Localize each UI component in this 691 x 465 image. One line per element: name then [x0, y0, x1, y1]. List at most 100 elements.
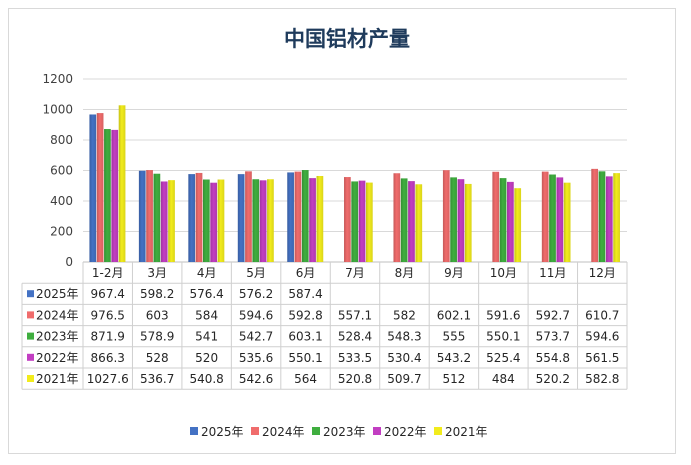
table-cell: 591.6 [486, 308, 520, 322]
table-cell: 512 [442, 372, 465, 386]
bar-2024年-4月 [195, 172, 203, 262]
table-cell: 509.7 [387, 372, 421, 386]
bar-2025年-6月 [287, 172, 294, 262]
bar-2025年-3月 [138, 170, 146, 262]
table-cell: 528.4 [338, 330, 372, 344]
table-cell: 557.1 [338, 308, 372, 322]
table-cell: 584 [195, 308, 218, 322]
bar-2021年-8月 [415, 184, 423, 262]
table-cell: 525.4 [486, 351, 520, 365]
table-cell: 592.7 [536, 308, 570, 322]
bar-2024年-9月 [442, 170, 450, 262]
bar-2024年-6月 [294, 171, 302, 262]
bar-2023年-7月 [351, 181, 359, 262]
category-label: 1-2月 [92, 266, 124, 280]
bar-2021年-12月 [613, 173, 620, 262]
bar-2023年-10月 [499, 178, 507, 262]
table-cell: 976.5 [91, 308, 125, 322]
table-cell: 576.2 [239, 287, 273, 301]
table-cell: 520 [195, 351, 218, 365]
bar-2022年-11月 [556, 177, 564, 262]
table-cell: 587.4 [288, 287, 322, 301]
bar-2022年-4月 [210, 182, 218, 262]
table-cell: 555 [442, 330, 465, 344]
y-tick-label: 800 [50, 133, 73, 147]
table-cell: 541 [195, 330, 218, 344]
category-label: 6月 [296, 266, 316, 280]
bar-2025年-4月 [188, 174, 196, 262]
table-cell: 548.3 [387, 330, 421, 344]
bar-2023年-6月 [301, 170, 309, 262]
table-legend-swatch-2023年 [27, 332, 34, 340]
table-cell: 520.8 [338, 372, 372, 386]
table-cell: 550.1 [486, 330, 520, 344]
bar-2022年-8月 [408, 181, 415, 262]
bar-2021年-6月 [316, 175, 324, 262]
table-cell: 542.6 [239, 372, 273, 386]
y-tick-label: 600 [50, 164, 73, 178]
y-tick-label: 1200 [42, 72, 73, 86]
legend-label: 2022年 [384, 425, 427, 439]
bar-2024年-1-2月 [96, 113, 104, 263]
table-cell: 871.9 [91, 330, 125, 344]
bar-2024年-5月 [245, 171, 252, 262]
bar-2024年-12月 [591, 168, 599, 262]
y-tick-label: 200 [50, 225, 73, 239]
table-series-name: 2025年 [36, 287, 79, 301]
bar-2021年-7月 [365, 182, 373, 262]
bar-2025年-5月 [237, 174, 245, 262]
table-cell: 598.2 [140, 287, 174, 301]
table-legend-swatch-2025年 [27, 290, 34, 298]
table-cell: 530.4 [387, 351, 421, 365]
legend-label: 2023年 [323, 425, 366, 439]
bar-2021年-10月 [514, 188, 522, 262]
table-cell: 540.8 [189, 372, 223, 386]
table-cell: 561.5 [585, 351, 619, 365]
table-cell: 535.6 [239, 351, 273, 365]
table-series-name: 2024年 [36, 308, 79, 322]
chart-title: 中国铝材产量 [284, 27, 410, 51]
table-cell: 602.1 [437, 308, 471, 322]
table-cell: 520.2 [536, 372, 570, 386]
bar-2022年-7月 [358, 180, 366, 262]
category-label: 3月 [147, 266, 167, 280]
table-cell: 484 [492, 372, 515, 386]
category-label: 7月 [345, 266, 365, 280]
bar-2021年-1-2月 [118, 105, 126, 262]
table-cell: 536.7 [140, 372, 174, 386]
bar-2023年-9月 [450, 177, 457, 262]
bar-2022年-3月 [160, 181, 168, 262]
table-cell: 967.4 [91, 287, 125, 301]
table-cell: 866.3 [91, 351, 125, 365]
table-cell: 533.5 [338, 351, 372, 365]
bar-2023年-8月 [400, 178, 408, 262]
bar-2024年-10月 [492, 171, 500, 262]
bar-2021年-3月 [168, 180, 175, 262]
bar-2022年-12月 [605, 176, 613, 262]
table-legend-swatch-2022年 [27, 353, 34, 361]
category-label: 5月 [246, 266, 266, 280]
table-legend-swatch-2021年 [27, 375, 34, 382]
bar-2024年-11月 [541, 171, 549, 262]
category-label: 12月 [589, 266, 616, 280]
bar-2022年-5月 [259, 180, 267, 262]
y-tick-label: 400 [50, 194, 73, 208]
category-label: 10月 [490, 266, 517, 280]
legend-swatch-2025年 [190, 427, 198, 435]
table-cell: 582 [393, 308, 416, 322]
bar-2022年-1-2月 [111, 129, 119, 262]
bar-2021年-11月 [563, 182, 571, 262]
bar-2023年-12月 [598, 171, 606, 262]
bar-2023年-3月 [153, 173, 161, 262]
table-cell: 550.1 [288, 351, 322, 365]
table-series-name: 2022年 [36, 351, 79, 365]
bar-2021年-5月 [267, 179, 274, 262]
table-cell: 542.7 [239, 330, 273, 344]
table-legend-swatch-2024年 [27, 311, 34, 319]
bar-2024年-8月 [393, 173, 401, 262]
legend-label: 2021年 [445, 425, 488, 439]
legend-swatch-2021年 [434, 427, 442, 435]
bar-2021年-9月 [464, 183, 472, 262]
table-series-name: 2021年 [36, 372, 79, 386]
